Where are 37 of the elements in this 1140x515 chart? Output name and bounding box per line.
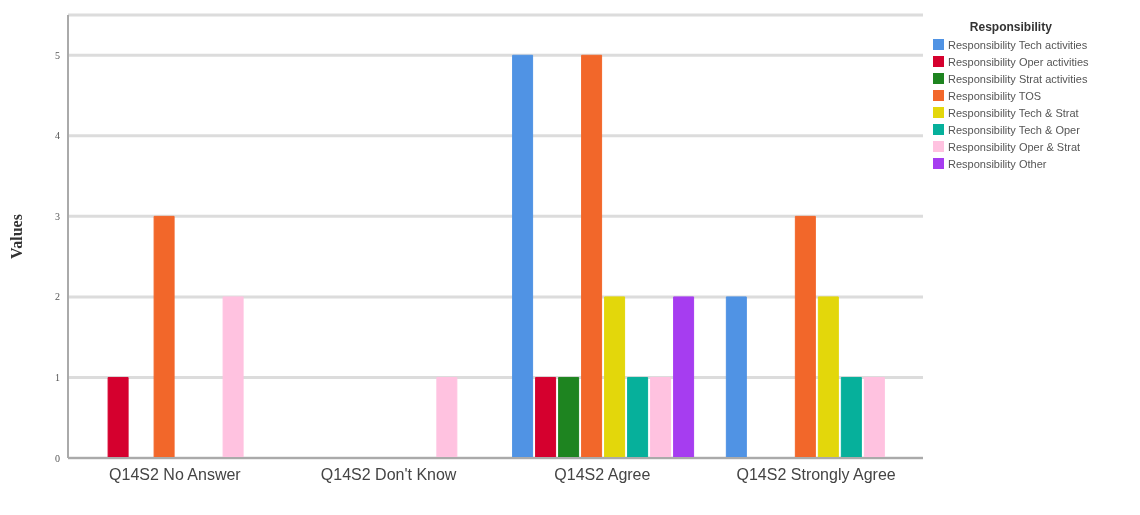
bar	[558, 376, 580, 458]
bar	[840, 376, 862, 458]
x-tick-label: Q14S2 Agree	[554, 466, 651, 483]
y-axis-title: Values	[7, 214, 25, 259]
legend-label: Responsibility TOS	[948, 89, 1042, 102]
bar	[535, 376, 557, 458]
y-tick-label: 5	[55, 49, 60, 61]
legend-label: Responsibility Strat activities	[948, 72, 1088, 85]
legend-label: Responsibility Oper & Strat	[948, 140, 1081, 153]
bar	[627, 376, 649, 458]
y-tick-label: 0	[55, 452, 60, 464]
bar	[673, 296, 695, 458]
x-tick-label: Q14S2 Don't Know	[320, 466, 457, 483]
x-tick-label: Q14S2 Strongly Agree	[736, 466, 896, 483]
bar	[512, 54, 534, 458]
bar	[581, 54, 603, 458]
bar	[817, 296, 839, 458]
bar	[725, 296, 747, 458]
bar	[794, 215, 816, 458]
legend-label: Responsibility Tech activities	[948, 38, 1088, 51]
legend-label: Responsibility Tech & Oper	[948, 123, 1080, 136]
y-tick-label: 2	[55, 291, 60, 303]
x-tick-label: Q14S2 No Answer	[109, 466, 242, 483]
y-tick-label: 1	[55, 372, 60, 383]
y-tick-label: 3	[55, 210, 60, 222]
bar	[436, 376, 458, 458]
bar	[153, 215, 175, 458]
bar	[222, 296, 244, 458]
legend-title: Responsibility	[968, 20, 1053, 34]
legend-label: Responsibility Other	[948, 157, 1047, 170]
bar	[604, 296, 626, 458]
bar	[863, 376, 885, 458]
bar	[650, 376, 672, 458]
legend-label: Responsibility Oper activities	[948, 55, 1089, 68]
y-tick-label: 4	[55, 130, 60, 142]
bar	[107, 376, 129, 458]
legend-label: Responsibility Tech & Strat	[948, 106, 1079, 119]
